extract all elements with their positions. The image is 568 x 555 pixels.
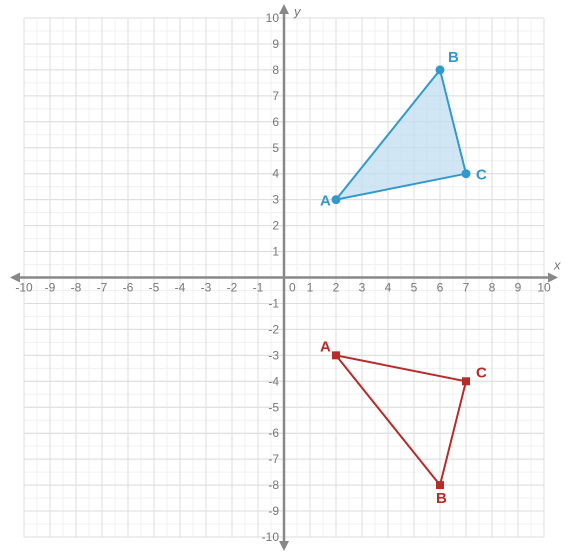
svg-text:-8: -8 [71, 281, 82, 295]
svg-text:-10: -10 [262, 530, 280, 544]
svg-text:-1: -1 [253, 281, 264, 295]
vertex-label-B: B [436, 490, 447, 507]
vertex-label-C: C [476, 167, 487, 184]
svg-text:6: 6 [272, 115, 279, 129]
vertex-label-C: C [476, 364, 487, 381]
svg-text:-4: -4 [268, 374, 279, 388]
vertex-label-A: A [320, 338, 331, 355]
svg-text:-9: -9 [45, 281, 56, 295]
svg-text:4: 4 [385, 281, 392, 295]
svg-text:9: 9 [515, 281, 522, 295]
vertex-label-A: A [320, 193, 331, 210]
svg-text:-7: -7 [97, 281, 108, 295]
svg-text:-2: -2 [268, 322, 279, 336]
svg-text:-2: -2 [227, 281, 238, 295]
svg-text:7: 7 [463, 281, 470, 295]
x-axis-label: x [553, 258, 561, 273]
svg-text:8: 8 [272, 63, 279, 77]
svg-text:3: 3 [272, 193, 279, 207]
svg-text:-8: -8 [268, 478, 279, 492]
svg-text:8: 8 [489, 281, 496, 295]
svg-text:6: 6 [437, 281, 444, 295]
vertex-label-B: B [448, 49, 459, 66]
svg-text:10: 10 [266, 11, 280, 25]
svg-text:-3: -3 [268, 348, 279, 362]
svg-text:-5: -5 [149, 281, 160, 295]
svg-text:1: 1 [307, 281, 314, 295]
vertex-B [436, 65, 445, 74]
svg-text:4: 4 [272, 167, 279, 181]
svg-text:-3: -3 [201, 281, 212, 295]
svg-text:-6: -6 [123, 281, 134, 295]
svg-text:-6: -6 [268, 426, 279, 440]
vertex-A [332, 351, 340, 359]
svg-text:0: 0 [289, 281, 296, 295]
svg-text:9: 9 [272, 37, 279, 51]
svg-text:-10: -10 [15, 281, 33, 295]
svg-text:2: 2 [333, 281, 340, 295]
svg-text:-1: -1 [268, 296, 279, 310]
vertex-A [332, 195, 341, 204]
svg-text:1: 1 [272, 245, 279, 259]
coordinate-plane-chart: xy-10-9-8-7-6-5-4-3-2-1012345678910-10-9… [0, 0, 568, 555]
svg-text:10: 10 [537, 281, 551, 295]
svg-text:-4: -4 [175, 281, 186, 295]
svg-text:-5: -5 [268, 400, 279, 414]
svg-text:2: 2 [272, 219, 279, 233]
svg-text:3: 3 [359, 281, 366, 295]
vertex-C [462, 377, 470, 385]
svg-text:7: 7 [272, 89, 279, 103]
svg-text:5: 5 [411, 281, 418, 295]
svg-text:-9: -9 [268, 504, 279, 518]
vertex-B [436, 481, 444, 489]
vertex-C [462, 169, 471, 178]
svg-text:-7: -7 [268, 452, 279, 466]
svg-text:5: 5 [272, 141, 279, 155]
